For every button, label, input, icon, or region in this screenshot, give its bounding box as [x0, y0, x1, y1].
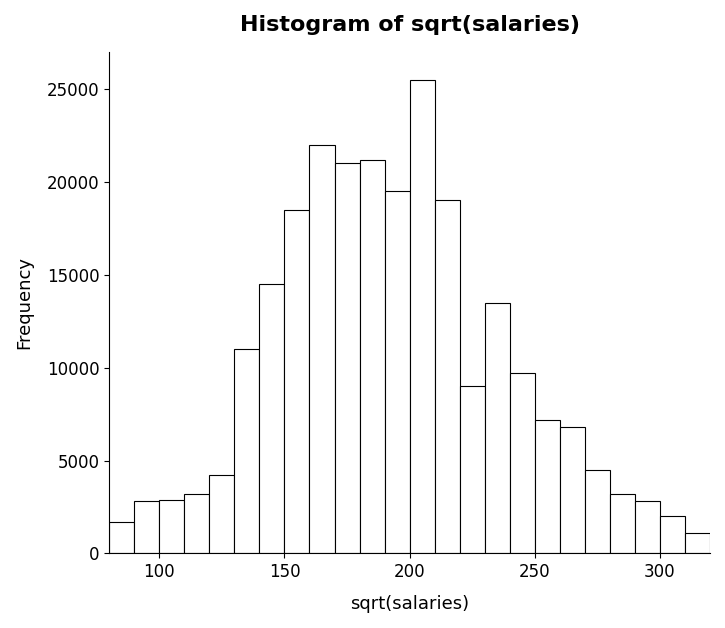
- Bar: [635, 501, 660, 553]
- Bar: [360, 160, 384, 553]
- Bar: [134, 501, 160, 553]
- Bar: [210, 475, 234, 553]
- Bar: [184, 494, 210, 553]
- Bar: [585, 470, 610, 553]
- Bar: [660, 516, 685, 553]
- Bar: [284, 210, 310, 553]
- Bar: [435, 200, 460, 553]
- Bar: [160, 499, 184, 553]
- Bar: [234, 349, 260, 553]
- Bar: [384, 191, 410, 553]
- Bar: [310, 144, 334, 553]
- Bar: [610, 494, 635, 553]
- Bar: [485, 303, 510, 553]
- Bar: [685, 533, 710, 553]
- Bar: [535, 420, 560, 553]
- Title: Histogram of sqrt(salaries): Histogram of sqrt(salaries): [240, 15, 579, 35]
- Bar: [560, 427, 585, 553]
- X-axis label: sqrt(salaries): sqrt(salaries): [350, 595, 469, 613]
- Bar: [410, 80, 435, 553]
- Bar: [109, 522, 134, 553]
- Bar: [334, 163, 360, 553]
- Y-axis label: Frequency: Frequency: [15, 256, 33, 349]
- Bar: [460, 386, 485, 553]
- Bar: [510, 373, 535, 553]
- Bar: [260, 284, 284, 553]
